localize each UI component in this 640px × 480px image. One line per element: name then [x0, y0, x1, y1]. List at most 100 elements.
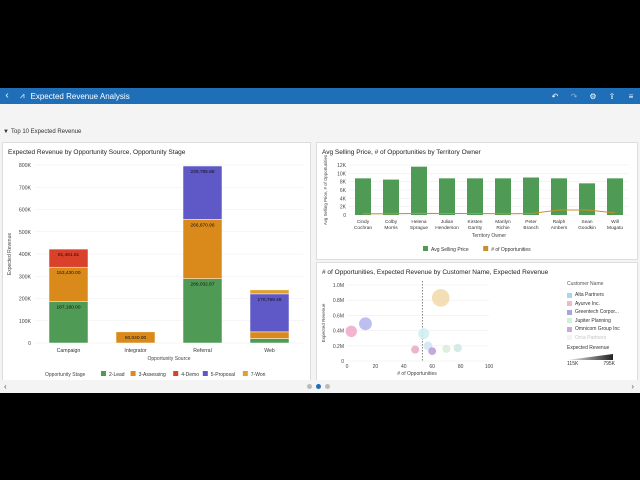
legend-item[interactable]: Greentech Corpor...	[567, 308, 637, 317]
data-label: 187,180.00	[56, 304, 80, 310]
canvas-dot[interactable]	[316, 384, 321, 389]
size-legend-wedge	[567, 354, 613, 360]
chart-title: # of Opportunities, Expected Revenue by …	[322, 269, 549, 276]
legend-label: 3-Assessing	[139, 372, 166, 378]
x-tick-label: Integrator	[124, 348, 146, 354]
canvas-dot[interactable]	[307, 384, 312, 389]
data-label: 153,430.00	[56, 270, 80, 276]
undo-icon[interactable]: ↶	[551, 91, 559, 101]
legend-item[interactable]: Ayurve Inc.	[567, 300, 637, 309]
size-legend-max: 795K	[603, 361, 615, 367]
chart-title: Avg Selling Price, # of Opportunities by…	[322, 149, 481, 156]
bar	[551, 178, 567, 215]
x-tick-label: Ralph	[553, 219, 566, 225]
chart-title: Expected Revenue by Opportunity Source, …	[8, 149, 186, 156]
legend-label: # of Opportunities	[491, 247, 531, 253]
y-tick-label: 0.8M	[333, 298, 344, 304]
share-icon[interactable]: ⇪	[608, 91, 616, 101]
bar	[607, 178, 623, 215]
menu-icon[interactable]: ≡	[628, 91, 634, 101]
next-canvas-icon[interactable]: ›	[631, 382, 634, 391]
y-tick-label: 0.4M	[333, 329, 344, 335]
data-label: 239,785.88	[190, 169, 214, 175]
canvas-nav: ‹ ›	[0, 380, 640, 393]
x-tick-label: 80	[458, 364, 464, 370]
x-tick-label: Marilyn	[495, 219, 511, 225]
canvas-dots	[307, 384, 330, 389]
legend-label: Omnicom Group Inc	[575, 326, 620, 333]
legend-swatch	[567, 309, 572, 315]
legend-swatch	[130, 371, 136, 376]
bubble	[431, 289, 450, 307]
legend-swatch	[567, 326, 572, 332]
app-screen: ‹ ⩘ Expected Revenue Analysis ↶ ↷ ⚙ ⇪ ≡ ▼ To…	[0, 88, 640, 393]
bar-segment	[249, 338, 290, 344]
prev-canvas-icon[interactable]: ‹	[4, 382, 7, 391]
x-tick-label: Garrity	[468, 225, 483, 231]
data-icon[interactable]: ⚙	[589, 91, 597, 101]
y-tick-label: 0	[28, 341, 31, 347]
x-tick-label: Goodkin	[578, 225, 596, 231]
bubble	[428, 347, 437, 356]
redo-icon[interactable]: ↷	[570, 91, 578, 101]
combo-bar-chart[interactable]: 0 2K 4K 6K 8K 10K 12K Avg Selling Price, # of O…	[317, 143, 638, 260]
bubble	[442, 344, 451, 353]
y-tick-label: 0.6M	[333, 313, 344, 319]
stacked-bar-chart[interactable]: 0 100K 200K 300K 400K 500K 600K 700K 800K Expecte…	[3, 143, 311, 384]
bubble	[453, 343, 462, 353]
y-tick-label: 0.2M	[333, 344, 344, 350]
x-tick-label: Richie	[496, 225, 510, 231]
y-axis-title: Avg Selling Price, # of Opportunities	[323, 154, 328, 225]
x-tick-label: 40	[401, 364, 407, 370]
back-icon[interactable]: ‹	[5, 90, 9, 101]
legend-item[interactable]: Orca Partners	[567, 334, 637, 343]
filter-label[interactable]: Top 10 Expected Revenue	[11, 129, 82, 135]
x-tick-label: 20	[373, 364, 379, 370]
bar-segment	[249, 293, 290, 333]
legend-item[interactable]: Omnicom Group Inc	[567, 325, 637, 334]
header-actions: ↶ ↷ ⚙ ⇪ ≡	[550, 88, 636, 104]
legend-swatch	[567, 301, 572, 307]
bar-segment	[182, 278, 223, 344]
size-legend-title: Expected Revenue	[567, 345, 610, 351]
y-tick-label: 800K	[19, 163, 32, 169]
y-tick-label: 4K	[340, 196, 347, 202]
chart-panel-bubbles[interactable]: # of Opportunities, Expected Revenue by …	[316, 262, 638, 384]
y-tick-label: 500K	[19, 230, 32, 236]
bubble-chart[interactable]: 0 0.2M 0.4M 0.6M 0.8M 1.0M 0 20 40 60 80 100 Expecte…	[317, 263, 638, 384]
legend-item[interactable]: Alta Partners	[567, 291, 637, 300]
y-tick-label: 600K	[19, 208, 32, 214]
filter-icon[interactable]: ▼	[3, 129, 9, 135]
chart-panel-revenue[interactable]: Expected Revenue by Opportunity Source, …	[2, 142, 311, 384]
data-label: 289,032.87	[190, 282, 214, 288]
bar-segment	[249, 289, 290, 295]
legend-swatch	[567, 292, 572, 298]
bar	[439, 178, 455, 215]
filter-bar[interactable]: ▼ Top 10 Expected Revenue	[0, 126, 81, 138]
legend-swatch	[202, 371, 208, 376]
legend-swatch	[567, 318, 572, 324]
legend-item[interactable]: Jupiter Planning	[567, 317, 637, 326]
bar-segment	[115, 331, 156, 344]
legend-swatch	[483, 246, 489, 251]
canvas-dot[interactable]	[325, 384, 330, 389]
x-tick-label: Web	[264, 348, 275, 354]
line-series	[363, 209, 616, 215]
bar	[495, 178, 511, 215]
y-tick-label: 8K	[340, 180, 347, 186]
legend-label: 4-Demo	[181, 372, 199, 378]
data-label: 170,769.46	[257, 297, 281, 303]
x-tick-label: Ambers	[551, 225, 568, 231]
legend-label: 7-Won	[251, 372, 266, 378]
x-tick-label: Colby	[385, 219, 398, 225]
data-label: 50,040.00	[125, 335, 147, 341]
legend-title: Opportunity Stage	[45, 372, 86, 378]
x-tick-label: Sprague	[410, 225, 428, 231]
x-tick-label: Kirsten	[468, 219, 483, 225]
app-title: Expected Revenue Analysis	[30, 91, 130, 101]
legend-swatch	[567, 335, 572, 341]
y-tick-label: 0	[341, 359, 344, 365]
chart-panel-asp[interactable]: Avg Selling Price, # of Opportunities by…	[316, 142, 638, 260]
bar-segment	[182, 219, 223, 279]
legend-swatch	[242, 371, 248, 376]
